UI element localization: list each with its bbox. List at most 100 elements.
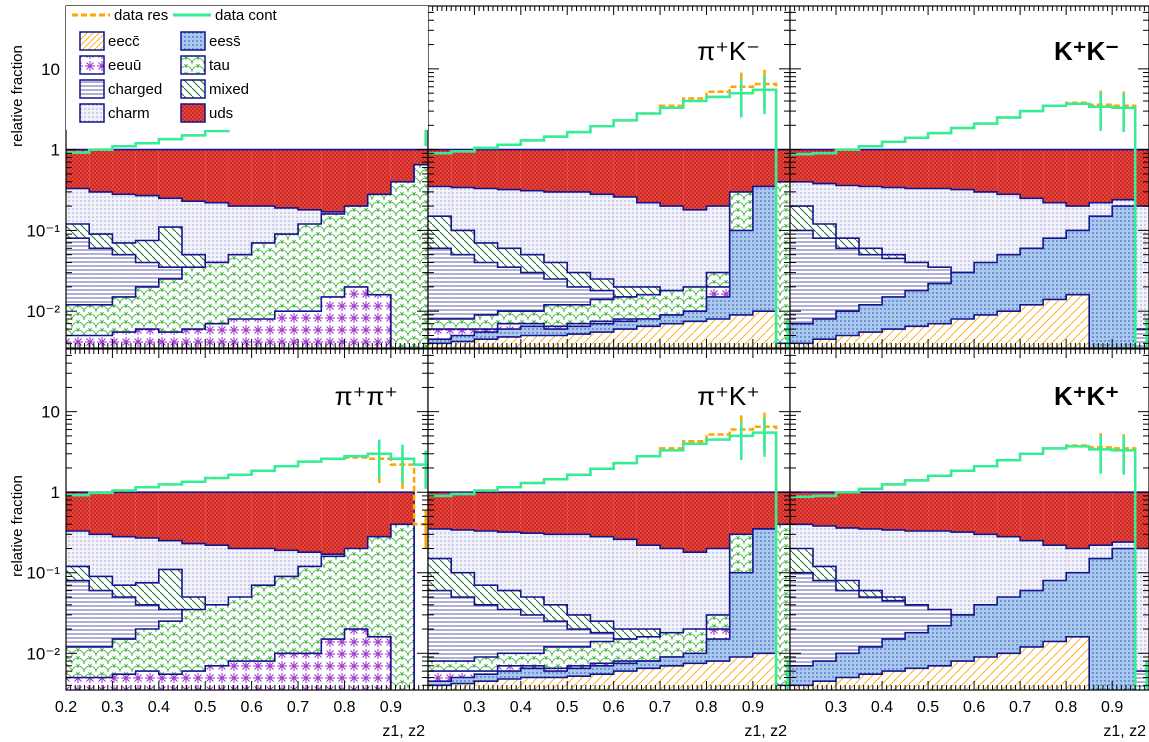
panel-6: 0.3 0.4 0.5 0.6 0.7 0.8 0.9 z1, z2 K⁺K⁺ (789, 348, 1149, 740)
bar-eeuu (298, 311, 322, 348)
x-tick-label: 0.5 (194, 699, 216, 716)
x-axis-label: z1, z2 (382, 723, 425, 740)
bar-tau (158, 621, 183, 690)
y-tick-label: 10⁻² (26, 644, 60, 663)
x-tick-label: 0.6 (603, 699, 625, 716)
bar-eecc (974, 314, 998, 348)
legend-label: tau (209, 57, 230, 74)
outline-eeuu (428, 628, 790, 687)
x-tick-label: 0.9 (380, 699, 402, 716)
bar-eecc (474, 681, 498, 690)
legend-entry-eeuu: eeuū (79, 55, 141, 75)
legend-label: eeuū (108, 57, 141, 74)
legend-label: charm (108, 105, 150, 122)
y-tick-label: 10 (41, 403, 60, 422)
bar-eecc (497, 336, 521, 348)
bar-eess (752, 186, 777, 348)
legend-entry-eess: eess̄ (180, 31, 241, 51)
legend-swatch (180, 55, 206, 75)
bar-eecc (752, 311, 777, 348)
bar-eeuu (205, 665, 229, 690)
legend-entry-data_cont: data cont (173, 7, 278, 24)
x-tick-label: 0.4 (148, 699, 170, 716)
y-tick-label: 10⁻¹ (26, 221, 60, 240)
legend-entry-mixed: mixed (180, 79, 249, 99)
bar-tau (390, 181, 415, 348)
bar-eecc (613, 329, 637, 348)
x-tick-label: 0.3 (463, 699, 485, 716)
bar-eecc (520, 335, 545, 348)
line-data_cont (66, 452, 428, 497)
outline-eecc (428, 310, 790, 345)
bar-eeuu (205, 323, 229, 348)
bar-eecc (905, 668, 929, 690)
bar-eecc (882, 329, 906, 348)
bar-eecc (813, 339, 837, 348)
outline-tau (66, 523, 415, 690)
x-tick-label: 0.3 (825, 699, 847, 716)
bar-eeuu (112, 332, 136, 348)
bar-eeuu (367, 636, 391, 690)
bar-eecc (997, 653, 1021, 690)
bar-eecc (859, 332, 883, 348)
bar-eeuu (66, 677, 90, 690)
bar-eeuu (367, 294, 391, 348)
x-tick-label: 0.6 (963, 699, 985, 716)
legend-label: eecc̄ (108, 33, 140, 50)
bar-eeuu (66, 335, 90, 348)
legend-label: mixed (209, 81, 249, 98)
legend-label: data res (114, 7, 168, 24)
bar-eecc (567, 676, 591, 690)
bar-eeuu (344, 286, 368, 348)
bar-eeuu (274, 653, 299, 690)
legend-swatch (180, 31, 206, 51)
bar-eecc (1066, 636, 1090, 690)
bar-eeuu (135, 329, 159, 348)
line-data_cont (790, 445, 1137, 690)
outline-uds (66, 491, 415, 690)
bar-eecc (428, 685, 452, 690)
legend-swatch (79, 79, 105, 99)
legend-swatch (79, 103, 105, 123)
bar-eeuu (298, 653, 322, 690)
bar-eeuu (182, 671, 206, 690)
y-tick-label: 1 (51, 483, 60, 502)
bar-eecc (683, 321, 707, 348)
bar-charm (1135, 548, 1149, 690)
x-tick-label: 0.7 (287, 699, 309, 716)
bar-eeuu (112, 674, 136, 690)
outline-eess (428, 528, 790, 687)
panel-title: K⁺K⁺ (1054, 381, 1119, 411)
y-tick-label: 10⁻¹ (26, 564, 60, 583)
bar-eess (752, 528, 777, 690)
x-tick-label: 0.8 (333, 699, 355, 716)
bar-eeuu (321, 296, 345, 348)
line-data_cont (428, 431, 778, 690)
legend-swatch (180, 79, 206, 99)
bar-eecc (752, 653, 777, 690)
bar-eess (1112, 548, 1136, 690)
outline-eecc (790, 636, 1090, 690)
legend: data res data cont eecc̄ eess̄ eeuū tau charge… (66, 6, 428, 130)
x-tick-label: 0.7 (649, 699, 671, 716)
bar-eeuu (89, 677, 113, 690)
outline-eess (790, 205, 1136, 348)
outline-tau (66, 163, 428, 306)
bar-eecc (974, 656, 998, 690)
bar-eecc (928, 665, 952, 690)
y-tick-label: 10⁻² (26, 302, 60, 321)
bar-eecc (729, 314, 753, 348)
legend-swatch (79, 31, 105, 51)
bar-tau (776, 524, 790, 690)
bar-eecc (836, 677, 860, 690)
bar-eecc (636, 668, 661, 690)
bar-eecc (590, 674, 614, 690)
outline-eess (790, 547, 1136, 690)
bar-eecc (951, 319, 975, 348)
outline-eess (428, 185, 790, 345)
outline-eeuu (66, 628, 392, 690)
bar-eecc (660, 665, 684, 690)
y-axis-label-bottom: relative fraction (9, 475, 26, 577)
legend-entry-uds: uds (180, 103, 233, 123)
legend-label: data cont (215, 7, 278, 24)
